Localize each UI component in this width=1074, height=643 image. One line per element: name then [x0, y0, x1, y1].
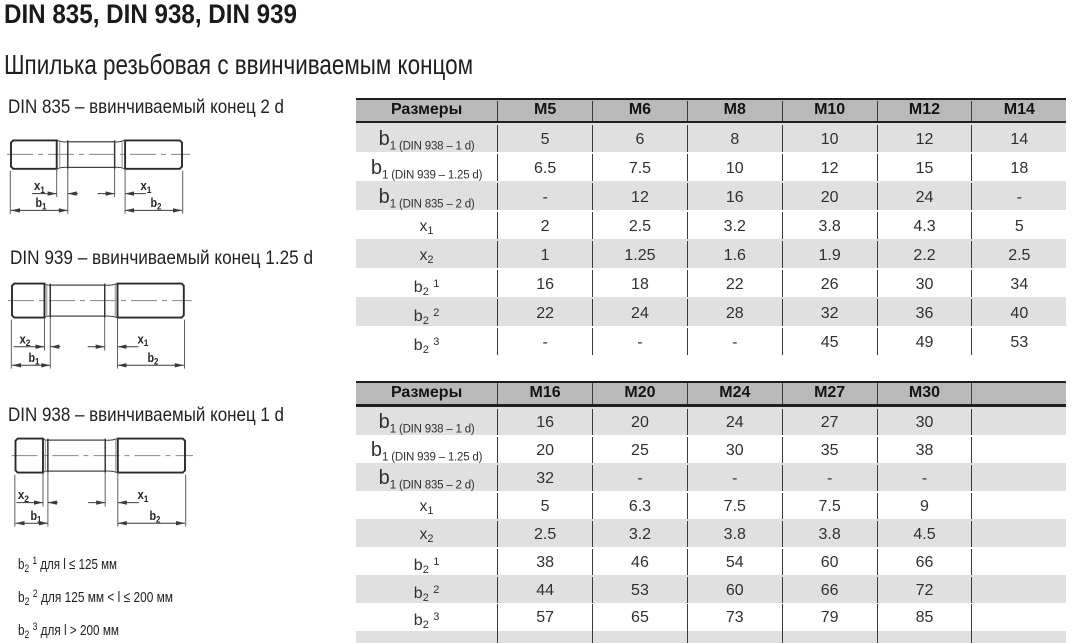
svg-text:b1: b1	[31, 509, 42, 525]
svg-text:b2: b2	[151, 196, 162, 212]
svg-text:x1: x1	[138, 332, 149, 348]
svg-text:x1: x1	[138, 488, 149, 504]
svg-text:b2: b2	[148, 351, 159, 367]
svg-text:b1: b1	[29, 351, 40, 367]
svg-text:x2: x2	[20, 332, 31, 348]
svg-text:b2: b2	[150, 509, 161, 525]
svg-text:b1: b1	[36, 196, 47, 212]
svg-text:x2: x2	[18, 488, 29, 504]
svg-text:x1: x1	[141, 179, 152, 195]
svg-text:x1: x1	[34, 179, 45, 195]
